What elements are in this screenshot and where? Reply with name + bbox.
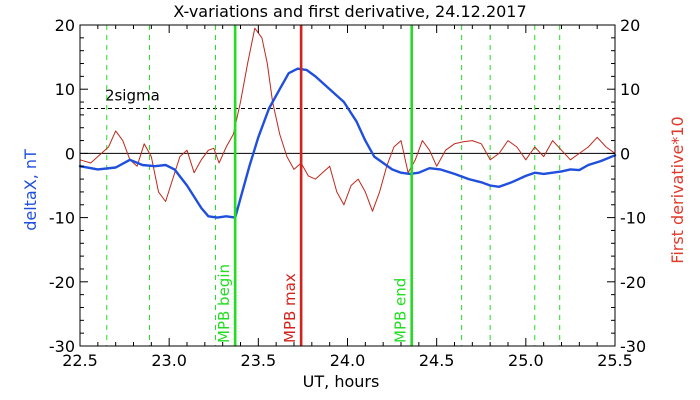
x-axis-title: UT, hours — [303, 372, 380, 391]
y-left-tick-label: -20 — [49, 273, 75, 292]
x-tick-label: 22.5 — [62, 351, 98, 370]
deltax-line — [78, 67, 617, 219]
x-tick-label: 24.5 — [419, 351, 455, 370]
y-left-tick-label: 20 — [55, 16, 75, 35]
y-right-tick-label: -30 — [620, 337, 646, 356]
right-axis-title: First derivative*10 — [668, 116, 687, 263]
mpb-marker-label: MPB max — [281, 273, 299, 343]
chart-title: X-variations and first derivative, 24.12… — [173, 2, 526, 21]
x-tick-label: 25.5 — [597, 351, 633, 370]
y-right-tick-label: -20 — [620, 273, 646, 292]
mpb-marker-label: MPB end — [392, 278, 410, 343]
x-tick-label: 25.0 — [508, 351, 544, 370]
axes: 22.5 23.0 23.5 24.0 24.5 25.0 25.5 20 20 10 10 0 0 -1… — [49, 16, 646, 370]
y-right-tick-label: 20 — [620, 16, 640, 35]
y-right-tick-label: 0 — [620, 144, 630, 163]
y-right-tick-label: -10 — [620, 209, 646, 228]
threshold-label: 2sigma — [105, 86, 160, 104]
x-tick-label: 23.0 — [151, 351, 187, 370]
derivative-line — [79, 27, 616, 212]
y-left-tick-label: -30 — [49, 337, 75, 356]
y-left-tick-label: 0 — [65, 144, 75, 163]
mpb-marker-label: MPB begin — [215, 264, 233, 343]
left-axis-title: deltaX, nT — [21, 149, 40, 231]
plot-area: 2sigma MPB begin MPB max MPB end — [78, 25, 617, 346]
y-left-tick-label: 10 — [55, 80, 75, 99]
y-left-tick-label: -10 — [49, 209, 75, 228]
x-tick-label: 23.5 — [241, 351, 277, 370]
y-right-tick-label: 10 — [620, 80, 640, 99]
x-tick-label: 24.0 — [330, 351, 366, 370]
